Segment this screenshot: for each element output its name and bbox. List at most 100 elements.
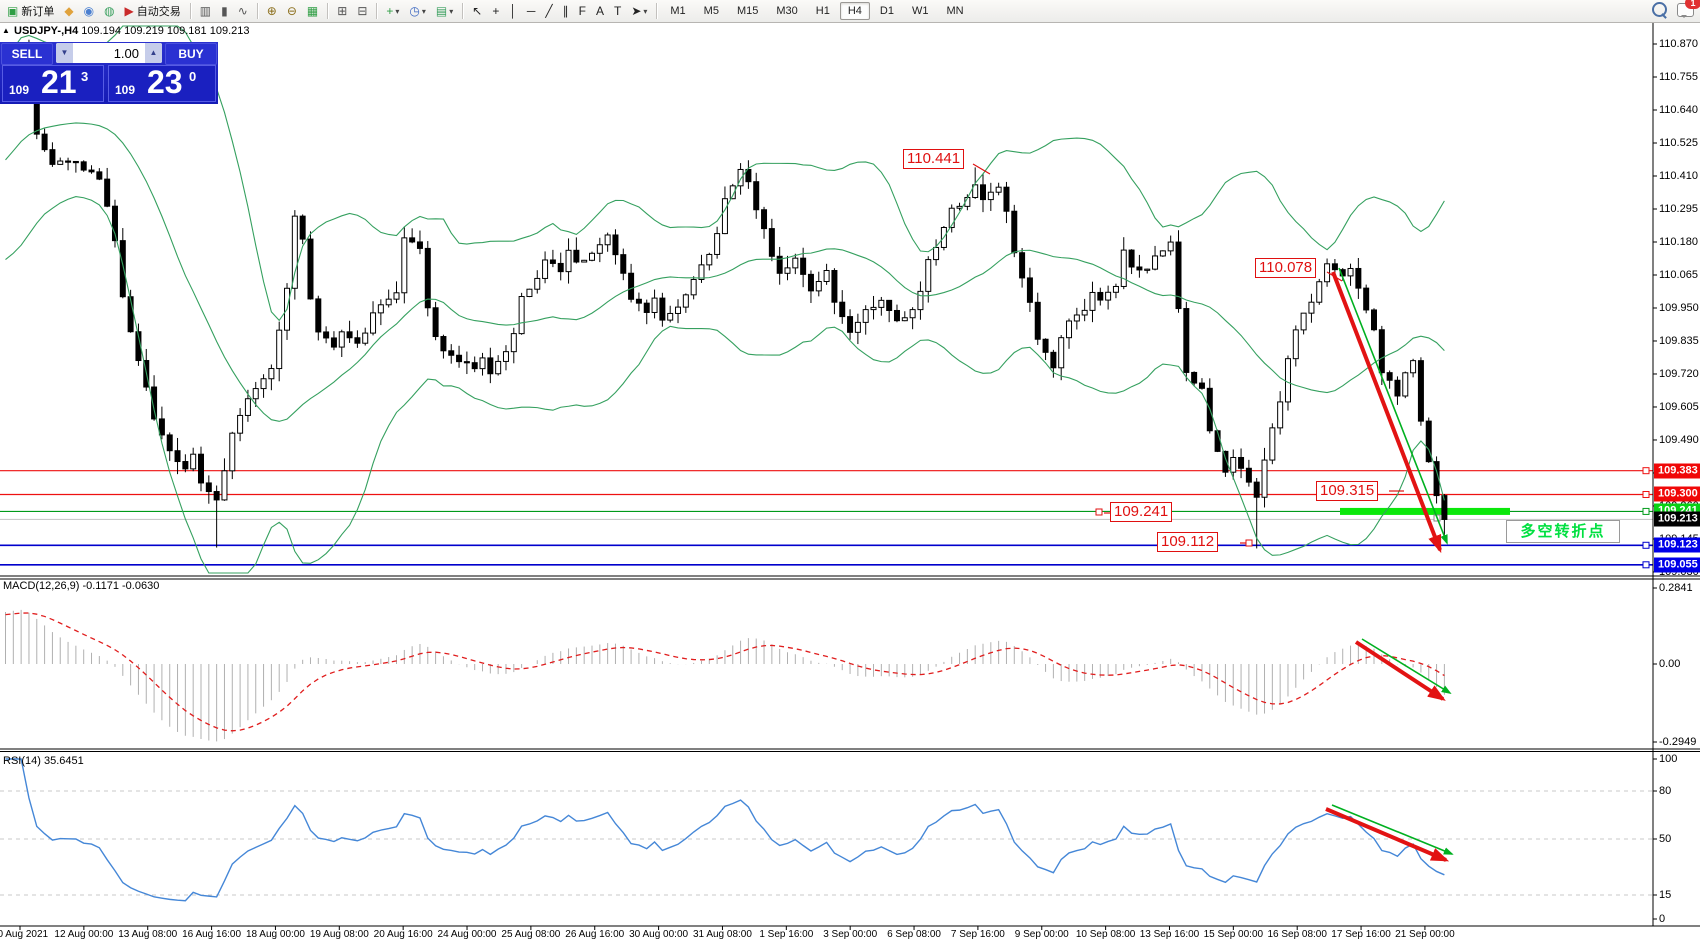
line-chart-button[interactable]: ∿ <box>234 2 252 21</box>
time-axis-label: 19 Aug 08:00 <box>309 929 369 939</box>
toolbar-right: 1 <box>1652 0 1700 22</box>
chevron-down-icon: ▾ <box>421 6 426 16</box>
rsi-axis-label: 0 <box>1659 913 1666 925</box>
horizontal-line-tool-icon: ─ <box>526 3 536 18</box>
price-callout-label[interactable]: 109.315 <box>1316 481 1379 501</box>
new-order-button-icon: ▣ <box>7 3 19 18</box>
text-label-tool[interactable]: T <box>610 2 625 21</box>
time-axis-label: 10 Sep 08:00 <box>1075 929 1136 939</box>
toolbar-separator <box>656 3 658 19</box>
ask-prefix: 109 <box>115 83 136 97</box>
trade-panel-top-row: SELL ▼ 1.00 ▲ BUY <box>0 42 218 65</box>
vertical-line-tool-icon: │ <box>509 3 517 18</box>
macd-indicator-label: MACD(12,26,9) -0.1171 -0.0630 <box>3 580 160 592</box>
notifications-button[interactable]: 1 <box>1677 0 1700 22</box>
crosshair-tool-icon: + <box>492 3 500 18</box>
zoom-out-button[interactable]: ⊖ <box>283 2 301 21</box>
timeframe-button-m30[interactable]: M30 <box>776 5 798 17</box>
bid-pipette: 3 <box>81 69 89 84</box>
price-callout-label[interactable]: 109.112 <box>1157 532 1219 552</box>
crosshair-tool[interactable]: + <box>488 2 503 21</box>
price-axis-label: 110.755 <box>1659 70 1698 83</box>
zoom-in-button[interactable]: ⊕ <box>263 2 281 21</box>
navigator-button-icon: ⊞ <box>337 3 348 18</box>
timeframe-button-m5[interactable]: M5 <box>703 5 719 17</box>
candlestick-chart-button[interactable]: ▮ <box>217 2 232 21</box>
text-tool[interactable]: A <box>592 2 608 21</box>
volume-increase-button[interactable]: ▲ <box>145 43 162 63</box>
price-callout-label[interactable]: 110.078 <box>1255 258 1317 278</box>
buy-button[interactable]: BUY <box>165 43 217 65</box>
time-axis-label: 13 Aug 08:00 <box>118 929 178 939</box>
time-axis-label: 17 Sep 16:00 <box>1331 929 1391 939</box>
price-axis-label: 109.605 <box>1659 400 1699 413</box>
vertical-line-tool[interactable]: │ <box>505 2 521 21</box>
candlestick-chart-button-icon: ▮ <box>221 3 228 18</box>
chart-profile-button[interactable]: ▤ ▾ <box>432 2 457 21</box>
time-axis-label: 9 Sep 00:00 <box>1014 929 1069 939</box>
navigator-button[interactable]: ⊞ <box>333 2 351 21</box>
timeframe-button-m15[interactable]: M15 <box>736 5 759 17</box>
timeframe-button-m1[interactable]: M1 <box>670 5 686 17</box>
price-axis-label: 109.835 <box>1659 334 1699 347</box>
ask-pipette: 0 <box>189 69 197 84</box>
time-axis-label: 13 Sep 16:00 <box>1139 929 1200 939</box>
toolbar-separator <box>376 3 378 19</box>
cursor-tool[interactable]: ↖ <box>468 2 486 21</box>
time-axis-label: 16 Sep 08:00 <box>1267 929 1327 939</box>
ask-quote-button[interactable]: 109 23 0 <box>108 64 216 102</box>
new-chart-button[interactable]: + ▾ <box>382 2 403 21</box>
auto-trading-button[interactable]: ▶ 自动交易 <box>121 2 185 21</box>
time-axis-label: 16 Aug 16:00 <box>182 929 242 939</box>
volume-input[interactable]: 1.00 <box>113 45 139 61</box>
price-axis-label: 110.640 <box>1659 103 1698 116</box>
macd-axis-label: 0.2841 <box>1659 582 1693 594</box>
bar-chart-button[interactable]: ▥ <box>196 2 215 21</box>
horizontal-line-tool[interactable]: ─ <box>523 2 540 21</box>
panel-collapse-toggle[interactable]: ▲ <box>2 26 10 35</box>
price-axis-label: 109.720 <box>1659 367 1699 380</box>
bar-chart-button-icon: ▥ <box>199 3 212 18</box>
channel-tool-icon: ∥ <box>562 3 569 18</box>
chevron-down-icon: ▾ <box>449 6 454 16</box>
fibonacci-tool[interactable]: F <box>575 2 590 21</box>
experts-button[interactable]: ◉ <box>80 2 98 21</box>
timeframe-button-mn[interactable]: MN <box>946 5 964 17</box>
rsi-axis-label: 15 <box>1659 889 1672 901</box>
chart-title: USDJPY-,H4 109.194 109.219 109.181 109.2… <box>14 25 249 37</box>
period-selector-button[interactable]: ◷ ▾ <box>405 2 430 21</box>
eraser-button[interactable]: ◆ <box>60 2 77 21</box>
signals-button[interactable]: ◍ <box>100 2 118 21</box>
price-badge: 109.055 <box>1654 557 1700 573</box>
annotation-text-box[interactable]: 多空转折点 <box>1506 520 1620 543</box>
toolbar-separator <box>256 3 258 19</box>
time-axis-label: 6 Sep 08:00 <box>887 929 941 939</box>
new-order-button[interactable]: ▣ 新订单 <box>3 2 58 21</box>
timeframe-button-d1[interactable]: D1 <box>879 5 894 17</box>
trendline-tool[interactable]: ╱ <box>541 2 556 21</box>
price-badge: 109.383 <box>1654 463 1700 479</box>
text-tool-icon: A <box>595 3 604 18</box>
arrows-tool-icon: ➤ <box>631 3 642 18</box>
price-callout-label[interactable]: 109.241 <box>1110 502 1173 522</box>
tile-windows-button[interactable]: ▦ <box>303 2 322 21</box>
new-chart-button-icon: + <box>386 3 394 18</box>
bid-quote-button[interactable]: 109 21 3 <box>2 64 104 102</box>
ask-big-digits: 23 <box>147 64 183 100</box>
price-callout-label[interactable]: 110.441 <box>903 149 965 169</box>
data-window-button[interactable]: ⊟ <box>353 2 371 21</box>
timeframe-button-h4[interactable]: H4 <box>839 2 870 20</box>
time-axis-label: 20 Aug 16:00 <box>373 929 433 939</box>
arrows-tool[interactable]: ➤ ▾ <box>627 2 651 21</box>
tile-windows-button-icon: ▦ <box>306 3 319 18</box>
volume-decrease-button[interactable]: ▼ <box>56 43 73 63</box>
new-order-button-label: 新订单 <box>21 6 55 18</box>
time-axis-label: 24 Aug 00:00 <box>437 929 497 939</box>
price-axis-label: 110.870 <box>1659 38 1698 50</box>
timeframe-button-w1[interactable]: W1 <box>911 5 929 17</box>
timeframe-button-h1[interactable]: H1 <box>815 5 830 17</box>
sell-button[interactable]: SELL <box>1 43 53 65</box>
search-icon[interactable] <box>1652 2 1667 22</box>
channel-tool[interactable]: ∥ <box>559 2 573 21</box>
